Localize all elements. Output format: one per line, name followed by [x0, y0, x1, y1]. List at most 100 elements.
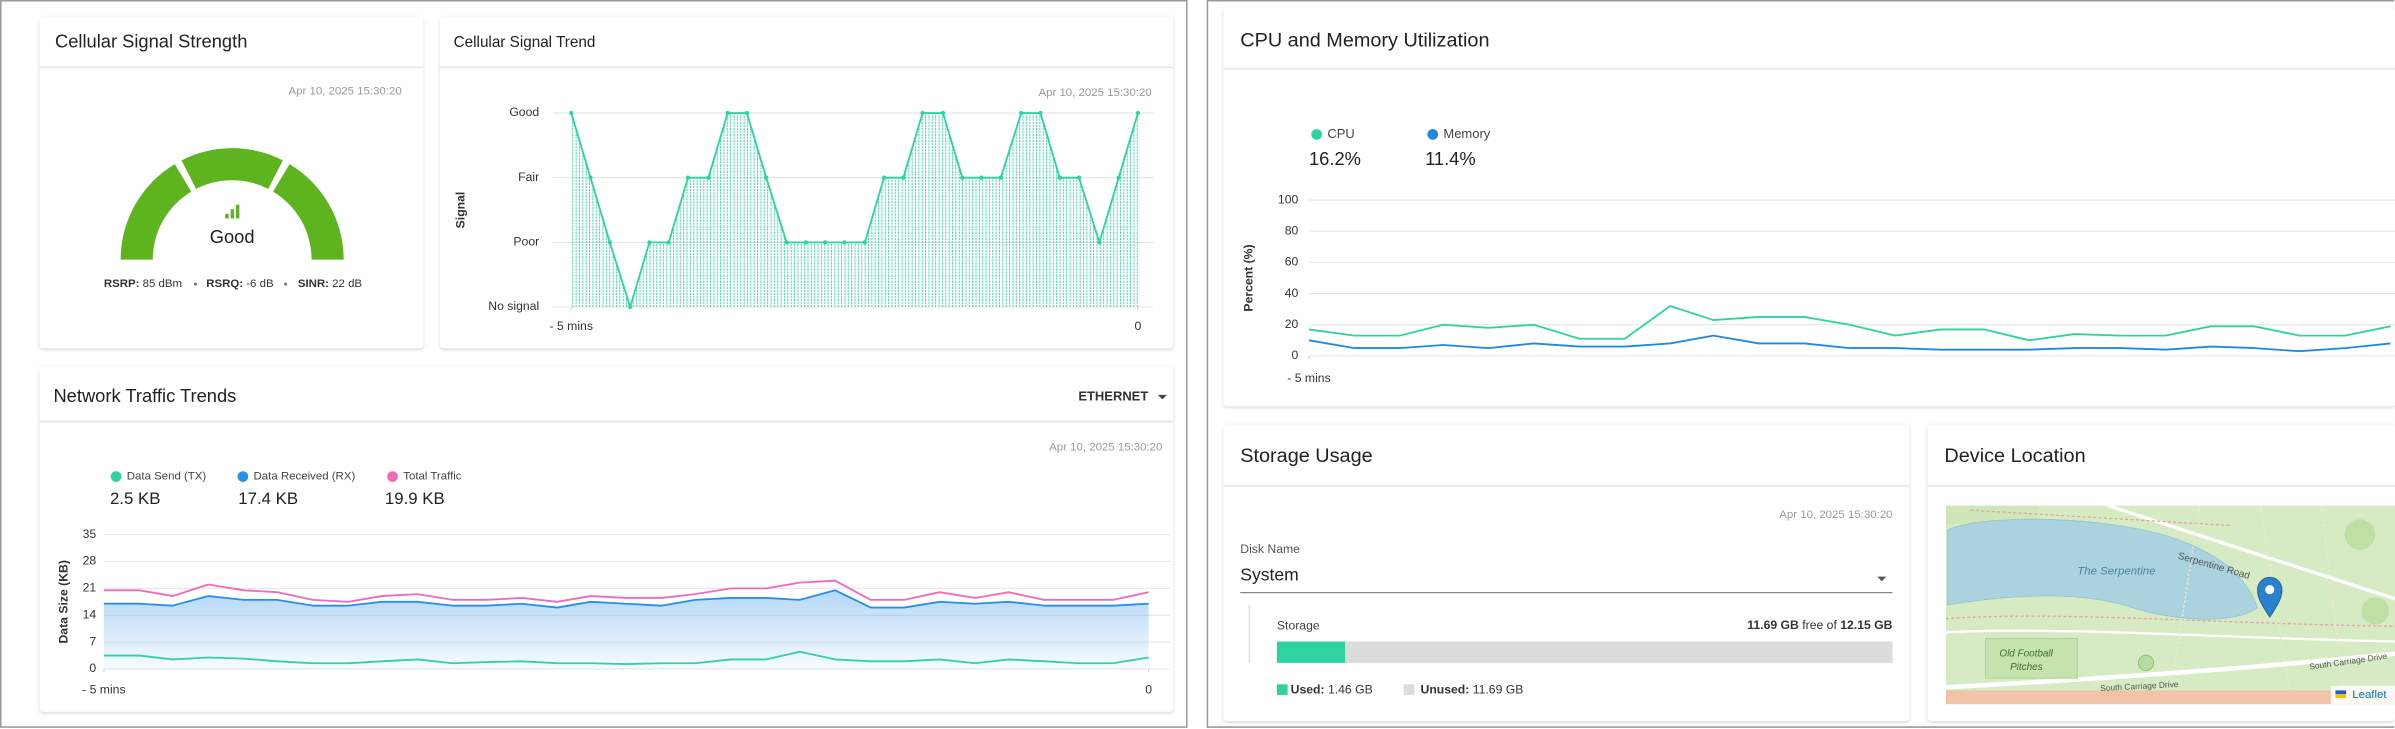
x-tick-label: - 5 mins: [550, 319, 593, 333]
map-marker[interactable]: [2257, 576, 2283, 618]
point: [725, 110, 730, 116]
point: [960, 175, 965, 180]
gauge: [120, 148, 344, 260]
storage-used: [1276, 641, 1346, 663]
map-tree: [2361, 597, 2389, 625]
point: [822, 240, 828, 245]
legend-value: 11.69 GB: [1473, 683, 1524, 697]
point: [1135, 110, 1141, 116]
point: [901, 175, 906, 180]
point: [1116, 175, 1121, 180]
signal-icon-bar: [230, 209, 235, 219]
legend-swatch: [1403, 684, 1415, 695]
storage-unused: [1345, 641, 1893, 663]
point: [920, 110, 925, 116]
panel-signal-strength: [39, 16, 424, 349]
legend-label: Memory: [1443, 126, 1490, 141]
legend-value: 19.9 KB: [385, 489, 445, 508]
map-road: [2107, 505, 2395, 601]
map-tree: [2137, 654, 2155, 672]
point: [998, 175, 1003, 180]
map-road: [1945, 629, 2395, 643]
y-tick-label: 35: [83, 527, 97, 541]
legend-value: 1.46 GB: [1328, 683, 1373, 697]
dropdown-caret[interactable]: [1877, 576, 1887, 582]
separator: [284, 282, 288, 286]
flag: [2335, 690, 2347, 695]
y-tick-label: Poor: [513, 235, 539, 249]
point: [706, 175, 711, 180]
metric-name: RSRQ:: [206, 278, 243, 290]
point: [940, 110, 946, 116]
point: [1076, 175, 1082, 180]
point: [569, 110, 574, 116]
y-tick-label: 0: [89, 661, 96, 675]
metric: SINR: 22 dB: [298, 278, 363, 290]
metric-value: 22 dB: [332, 278, 362, 290]
free-value: 11.69 GB: [1747, 618, 1799, 632]
legend-swatch: [110, 471, 122, 482]
legend-entry: Unused: 11.69 GB: [1421, 683, 1524, 697]
interface-select[interactable]: ETHERNET: [1078, 389, 1148, 404]
timestamp: Apr 10, 2025 15:30:20: [289, 86, 402, 98]
legend-swatch: [1311, 129, 1322, 140]
field-label: Disk Name: [1240, 542, 1300, 556]
map[interactable]: The Serpentine Serpentine Road Old Footb…: [1945, 505, 2395, 706]
panel-title: Storage Usage: [1240, 445, 1372, 467]
gauge-segment: [273, 164, 344, 260]
panel-title: Device Location: [1944, 445, 2085, 467]
legend-value: 11.4%: [1425, 148, 1476, 169]
dropdown-caret[interactable]: [1157, 394, 1167, 400]
timestamp: Apr 10, 2025 15:30:20: [1038, 87, 1151, 99]
storage-free: 11.69 GB free of 12.15 GB: [1747, 618, 1892, 632]
map-pitch: [1985, 638, 2078, 679]
point: [764, 175, 769, 180]
area: [103, 590, 1149, 670]
point: [784, 240, 789, 245]
point: [803, 240, 808, 245]
line: [103, 579, 1149, 603]
line: [570, 112, 1139, 308]
legend-value: 2.5 KB: [110, 489, 160, 508]
line: [1308, 305, 2391, 342]
y-tick-label: 100: [1278, 192, 1299, 206]
legend-label: Data Received (RX): [254, 471, 356, 483]
map-label: Old Football: [1999, 648, 2053, 659]
point: [628, 304, 633, 310]
point: [744, 110, 750, 116]
gauge-segment: [181, 148, 283, 189]
panel-title: CPU and Memory Utilization: [1240, 29, 1489, 51]
point: [1097, 240, 1102, 245]
legend-swatch: [237, 471, 249, 482]
storage-bar: [1276, 641, 1893, 695]
disk-select[interactable]: System: [1240, 564, 1299, 584]
x-tick-label: - 5 mins: [1287, 371, 1330, 385]
panel-title: Cellular Signal Trend: [454, 34, 596, 51]
point: [979, 175, 984, 180]
map-road: [1945, 651, 2395, 690]
signal-status: Good: [210, 226, 255, 247]
axis-title: Signal: [454, 192, 468, 229]
attribution-link[interactable]: Leaflet: [2352, 689, 2387, 701]
panel-cpu: [1223, 7, 2395, 407]
legend-label: Data Send (TX): [127, 471, 207, 483]
point: [647, 240, 652, 245]
y-tick-label: Good: [509, 105, 539, 119]
metric: RSRP: 85 dBm: [104, 278, 182, 290]
separator: [193, 282, 198, 286]
y-tick-label: Fair: [518, 170, 539, 184]
signal-icon-bar: [225, 213, 229, 219]
map-label: The Serpentine: [2077, 565, 2155, 577]
y-tick-label: 20: [1285, 317, 1299, 331]
map-path: [1945, 615, 2395, 627]
metric: RSRQ: -6 dB: [206, 278, 274, 290]
legend-label: Total Traffic: [403, 471, 462, 483]
axis-title: Data Size (KB): [56, 560, 70, 643]
point: [666, 240, 671, 245]
y-tick-label: 60: [1285, 255, 1299, 269]
panel-title: Cellular Signal Strength: [55, 31, 247, 52]
line: [1308, 334, 2391, 353]
map-label: South Carriage Drive: [2100, 679, 2179, 693]
legend-value: 16.2%: [1309, 148, 1361, 169]
